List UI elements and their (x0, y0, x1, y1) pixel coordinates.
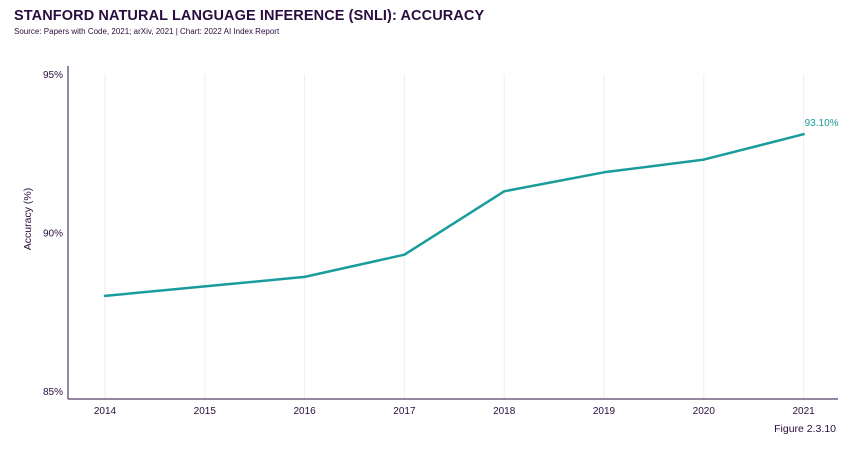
x-tick-label-2019: 2019 (593, 406, 616, 417)
x-tick-label-2014: 2014 (94, 406, 117, 417)
data-point-2018 (503, 190, 506, 193)
grid-lines (104, 74, 805, 399)
y-tick-label-85: 85% (43, 387, 63, 398)
data-labels: 93.10% (805, 118, 839, 129)
chart-title: STANFORD NATURAL LANGUAGE INFERENCE (SNL… (14, 8, 485, 24)
data-point-2020 (702, 158, 705, 161)
x-tick-label-2015: 2015 (194, 406, 217, 417)
data-point-2019 (602, 171, 606, 174)
x-tick-label-2021: 2021 (792, 406, 815, 417)
data-point-2016 (303, 275, 306, 279)
series-line-0 (103, 132, 805, 298)
data-point-2014 (103, 294, 107, 298)
y-tick-label-95: 95% (43, 70, 63, 81)
data-point-2015 (203, 285, 206, 288)
y-axis-label: Accuracy (%) (22, 188, 34, 250)
y-tick-label-90: 90% (43, 229, 63, 240)
x-tick-labels: 2014 2015 2016 2017 2018 2019 2020 2021 (94, 406, 815, 417)
x-tick-label-2020: 2020 (693, 406, 716, 417)
chart-axes (67, 66, 838, 400)
x-tick-label-2016: 2016 (293, 406, 316, 417)
figure-label: Figure 2.3.10 (774, 423, 836, 435)
y-tick-labels: 85% 90% 95% (43, 70, 63, 398)
data-point-2021 (802, 133, 805, 136)
chart-subtitle: Source: Papers with Code, 2021; arXiv, 2… (14, 27, 280, 36)
data-point-2017 (403, 253, 406, 256)
x-tick-label-2018: 2018 (493, 406, 516, 417)
series-group (103, 132, 805, 298)
x-tick-label-2017: 2017 (393, 406, 416, 417)
data-label-2021: 93.10% (805, 118, 839, 129)
